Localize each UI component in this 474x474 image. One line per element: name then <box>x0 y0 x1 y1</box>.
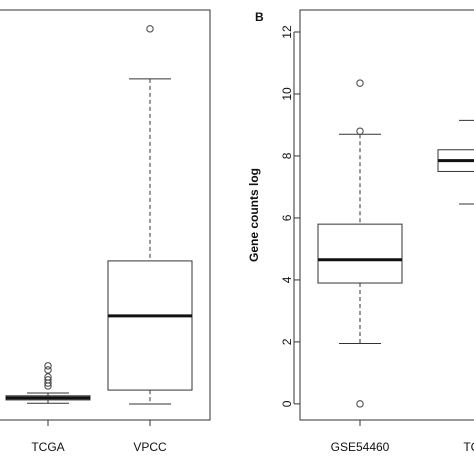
outlier <box>356 79 364 87</box>
x-tick-label: TCGA <box>31 440 64 454</box>
outlier <box>146 25 154 33</box>
outlier <box>44 373 52 381</box>
outlier <box>356 127 364 135</box>
y-tick-label: 4 <box>280 276 294 283</box>
outlier <box>44 376 52 384</box>
outlier <box>44 366 52 374</box>
y-tick-label: 0 <box>280 400 294 407</box>
plot-frame <box>299 9 474 421</box>
plot-frame <box>0 9 211 421</box>
outlier <box>44 362 52 370</box>
x-tick-label: VPCC <box>133 440 167 454</box>
box <box>107 260 193 391</box>
y-tick-label: 2 <box>280 338 294 345</box>
x-tick-label: TCGA <box>463 440 474 454</box>
y-tick-label: 10 <box>280 87 294 101</box>
y-tick-label: 8 <box>280 152 294 159</box>
box <box>317 223 403 284</box>
panel-label: B <box>255 10 264 24</box>
y-tick-label: 6 <box>280 214 294 221</box>
y-tick-label: 12 <box>280 25 294 39</box>
x-tick-label: GSE54460 <box>331 440 390 454</box>
outlier <box>356 400 364 408</box>
y-axis-label: Gene counts log <box>247 168 261 262</box>
